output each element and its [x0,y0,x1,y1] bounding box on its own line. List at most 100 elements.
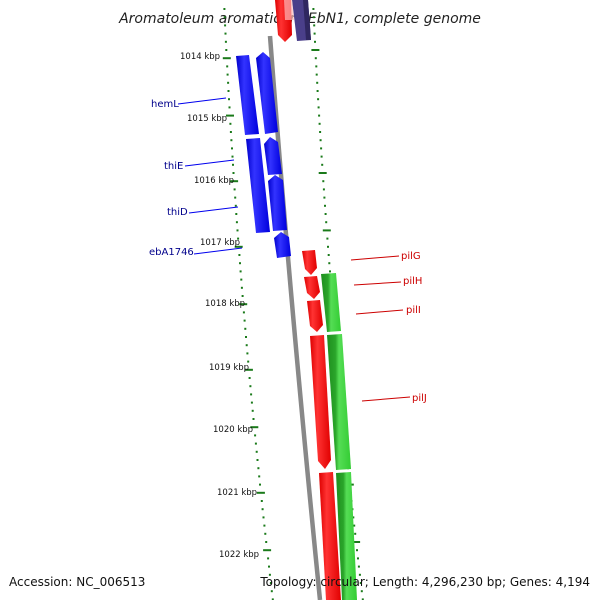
label-leader-line [353,281,402,286]
tick-dot [271,598,274,600]
tick-dot [224,40,227,43]
tick-dot [265,541,268,543]
gene-label-hemL: hemL [151,99,179,110]
tick-dot [257,467,260,470]
tick-dot [324,204,326,207]
label-leader-line [361,396,411,402]
tick-dot [318,122,321,125]
gene-pilJ-red [310,335,341,600]
tick-dot [229,131,232,133]
kbp-label: 1022 kbp [219,550,259,560]
tick-dot [317,98,320,101]
tick-dot [233,188,236,191]
left-gene-labels: hemL thiE thiD ebA1746 [149,97,243,258]
tick-dot [361,598,364,600]
gene-pilI [307,300,323,332]
tick-dot [228,98,230,101]
tick-dot [247,360,250,363]
kbp-label: 1016 kbp [194,176,234,186]
tick-dot [312,16,315,19]
gene-label-pilI: pilI [406,305,421,316]
tick-dot [328,262,331,265]
tick-major [352,541,361,543]
tick-dot [224,32,227,35]
tick-dot [315,73,318,76]
tick-dot [327,254,330,256]
tick-dot [239,270,242,273]
tick-dot [245,336,247,338]
kbp-label: 1020 kbp [213,425,253,435]
tick-major [318,172,327,174]
gene-label-thiD: thiD [167,207,188,218]
gene-thiD [268,175,287,231]
tick-dot [240,278,243,281]
tick-dot [238,254,241,256]
tick-dot [329,270,331,273]
tick-dot [232,172,235,174]
tick-dot [223,8,226,10]
tick-dot [248,377,251,379]
tick-dot [255,450,258,453]
tick-dot [359,582,362,584]
gene-hemL [236,52,278,135]
tick-dot [254,442,257,445]
tick-dot [240,286,243,289]
tick-dot [260,500,263,502]
tick-dot [230,139,233,142]
tick-major [222,57,231,60]
gene-green-band [321,273,357,600]
topology-summary: Topology: circular; Length: 4,296,230 bp… [259,575,590,589]
tick-dot [323,196,326,199]
tick-dot [358,573,361,576]
tick-dot [267,557,270,560]
kbp-label: 1017 kbp [200,238,240,248]
tick-dot [231,155,234,158]
label-leader-line [188,206,239,214]
tick-dot [249,385,252,388]
accession-text: Accession: NC_006513 [9,575,145,589]
tick-dot [223,16,226,19]
tick-dot [320,147,323,150]
tick-major [311,49,320,51]
tick-major [239,303,248,306]
kbp-label: 1015 kbp [187,114,227,124]
tick-dot [314,40,316,43]
tick-major [263,549,272,552]
tick-dot [250,401,253,404]
tick-dot [232,163,234,166]
tick-major [226,114,234,117]
tick-major [256,491,265,494]
tick-dot [244,327,247,330]
tick-dot [326,237,329,240]
tick-dot [251,409,254,412]
tick-dot [258,475,261,478]
tick-dot [322,188,325,191]
gene-label-pilH: pilH [403,276,422,287]
tick-dot [313,32,316,35]
tick-dot [227,90,230,92]
kbp-label: 1019 kbp [209,363,249,373]
tick-dot [321,163,324,166]
tick-dot [319,131,322,133]
gene-label-pilJ: pilJ [412,393,427,404]
tick-major [322,229,331,232]
gene-top-purple [292,0,311,41]
tick-dot [239,262,241,265]
tick-dot [256,459,259,461]
tick-dot [224,24,227,27]
tick-major [244,368,253,371]
tick-major [234,245,243,248]
tick-dot [313,24,316,27]
tick-dot [322,180,325,183]
tick-dot [324,213,327,215]
tick-dot [357,557,359,560]
tick-dot [242,311,245,314]
tick-dot [360,590,363,593]
label-leader-line [193,247,243,255]
tick-dot [241,295,244,297]
label-leader-line [350,255,400,261]
tick-dot [319,139,322,142]
label-leader-line [177,97,227,105]
tick-dot [325,221,328,224]
kbp-scale: 1014 kbp 1015 kbp 1016 kbp 1017 kbp 1018… [180,52,259,560]
